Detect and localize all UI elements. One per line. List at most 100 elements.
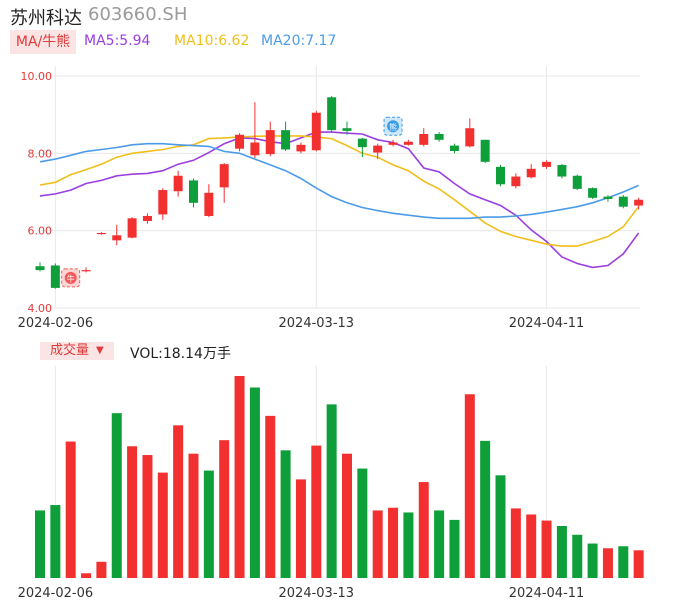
volume-bar	[495, 475, 506, 578]
candle	[419, 134, 429, 145]
volume-bar	[418, 482, 429, 578]
volume-bar	[602, 548, 613, 578]
candle	[480, 139, 490, 162]
candle	[158, 190, 168, 215]
volume-bar	[357, 468, 368, 578]
volume-bar	[280, 450, 291, 578]
stock-code: 603660.SH	[88, 4, 188, 25]
y-tick-label: 10.00	[21, 70, 53, 83]
ma20-line	[39, 142, 639, 220]
candle	[327, 97, 337, 131]
volume-bar	[219, 440, 230, 578]
candle	[373, 145, 383, 153]
candle	[357, 138, 367, 148]
volume-bar	[234, 376, 245, 578]
volume-bar	[480, 440, 491, 578]
volume-bar	[111, 413, 122, 578]
volume-bar	[50, 505, 61, 578]
ma5-legend: MA5:5.94	[84, 33, 151, 49]
chevron-down-icon[interactable]: ▼	[96, 345, 104, 356]
x-tick-label: 2024-04-11	[509, 586, 585, 601]
volume-bar	[388, 507, 399, 578]
volume-bar	[157, 472, 168, 578]
candle	[112, 235, 122, 241]
candle	[634, 199, 644, 206]
candle	[449, 145, 459, 152]
y-tick-label: 8.00	[28, 147, 53, 160]
candle	[127, 218, 137, 238]
stock-name: 苏州科达	[10, 8, 82, 29]
volume-bar	[265, 415, 276, 578]
candle	[204, 192, 214, 216]
candle	[96, 232, 106, 235]
candle	[588, 188, 598, 198]
candle	[173, 175, 183, 192]
volume-bar	[65, 441, 76, 578]
ma5-line	[39, 131, 640, 269]
candle	[618, 196, 628, 207]
volume-bar	[81, 573, 92, 578]
volume-indicator-selector[interactable]: 成交量	[40, 342, 114, 360]
ma-indicator-selector[interactable]: MA/牛熊	[10, 30, 76, 54]
y-tick-label: 6.00	[28, 225, 53, 238]
bear-signal-dot	[387, 120, 400, 133]
candle	[511, 176, 521, 187]
volume-bar	[249, 387, 260, 578]
x-tick-label: 2024-02-06	[18, 316, 94, 331]
candle	[542, 161, 552, 167]
candle	[557, 164, 567, 177]
volume-bar	[526, 514, 537, 578]
candle	[189, 180, 198, 203]
bull-signal-label: 牛	[67, 273, 75, 283]
x-tick-label: 2024-03-13	[279, 586, 355, 601]
candle	[50, 265, 60, 288]
candle	[388, 142, 398, 145]
volume-bar	[556, 525, 567, 578]
candle	[265, 130, 275, 155]
candle	[142, 215, 152, 221]
volume-bar	[403, 512, 414, 578]
candle	[311, 112, 321, 151]
volume-bar	[188, 453, 199, 578]
volume-bar	[434, 510, 445, 578]
volume-bar	[572, 534, 583, 578]
volume-bar	[633, 550, 644, 578]
volume-bar	[587, 543, 598, 578]
candle	[35, 266, 45, 271]
x-tick-label: 2024-03-13	[279, 316, 355, 331]
candle	[250, 142, 260, 156]
volume-bar	[618, 546, 629, 578]
candle	[296, 144, 306, 152]
volume-bar	[96, 561, 107, 578]
candle	[219, 164, 229, 188]
bull-signal-dot	[64, 271, 77, 284]
volume-bar	[449, 519, 460, 578]
candle	[281, 130, 291, 150]
ma20-legend: MA20:7.17	[261, 33, 337, 49]
candle	[496, 166, 505, 185]
candle	[342, 128, 352, 131]
volume-bar	[142, 455, 153, 578]
volume-bar	[203, 470, 214, 578]
candle	[465, 128, 475, 147]
candle	[572, 175, 582, 189]
volume-bar	[35, 510, 45, 578]
volume-bar	[541, 520, 552, 578]
candle	[526, 168, 536, 178]
volume-bar	[311, 445, 322, 578]
volume-bar	[342, 453, 352, 578]
ma10-line	[39, 135, 640, 247]
volume-bar	[326, 404, 337, 578]
candle	[603, 196, 613, 199]
y-tick-label: 4.00	[28, 302, 53, 315]
volume-bar	[464, 394, 475, 578]
x-tick-label: 2024-02-06	[18, 586, 94, 601]
candle	[434, 134, 444, 140]
volume-bar	[510, 508, 521, 578]
bear-signal-label: 熊	[389, 122, 397, 132]
volume-bar	[295, 479, 306, 578]
candle	[235, 134, 245, 149]
candle	[81, 270, 91, 272]
ma10-legend: MA10:6.62	[174, 33, 250, 49]
